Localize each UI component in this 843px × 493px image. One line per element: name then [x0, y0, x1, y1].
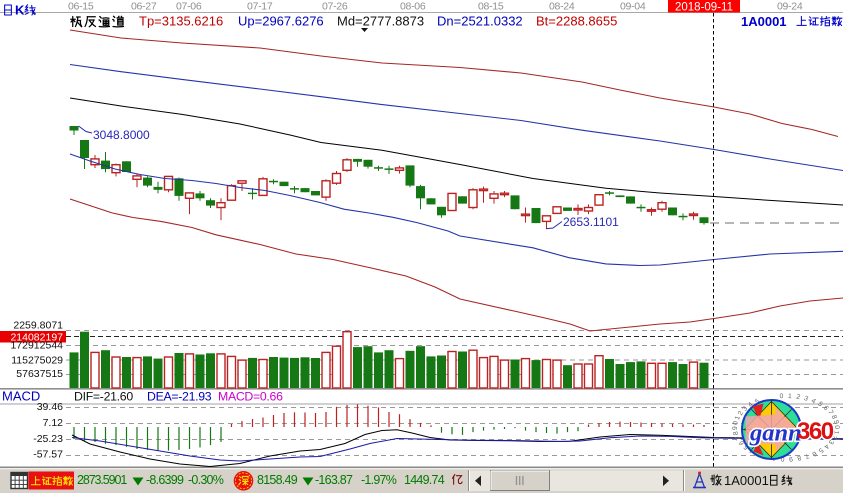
svg-text:08-15: 08-15 [478, 1, 504, 13]
svg-text:6: 6 [810, 449, 817, 457]
svg-text:2: 2 [737, 410, 745, 417]
svg-text:2018-09-11: 2018-09-11 [675, 2, 733, 14]
svg-text:3: 3 [803, 395, 809, 403]
svg-text:2: 2 [795, 394, 801, 402]
svg-text:1449.74: 1449.74 [404, 473, 445, 487]
svg-text:Tp=3135.6216: Tp=3135.6216 [139, 14, 223, 29]
svg-text:3048.8000: 3048.8000 [93, 128, 150, 142]
svg-text:2873.5901: 2873.5901 [77, 473, 127, 487]
svg-text:Dn=2521.0332: Dn=2521.0332 [437, 14, 523, 29]
svg-text:-8.6399: -8.6399 [146, 473, 184, 487]
svg-text:7.12: 7.12 [43, 417, 64, 429]
svg-text:8: 8 [796, 454, 802, 462]
svg-text:Bt=2288.8655: Bt=2288.8655 [536, 14, 617, 29]
svg-text:7: 7 [804, 452, 811, 460]
svg-text:6: 6 [738, 439, 746, 446]
svg-text:gann: gann [749, 420, 802, 447]
svg-text:DIF=-21.60: DIF=-21.60 [74, 390, 133, 404]
svg-text:1: 1 [788, 393, 792, 400]
svg-text:5: 5 [817, 446, 825, 454]
svg-text:360: 360 [797, 418, 834, 445]
svg-text:MACD: MACD [2, 389, 40, 404]
svg-text:39.46: 39.46 [37, 401, 63, 413]
svg-text:07-17: 07-17 [247, 1, 273, 13]
svg-text:1: 1 [734, 415, 742, 421]
svg-text:9: 9 [732, 426, 739, 430]
svg-text:57637515: 57637515 [16, 368, 63, 380]
svg-text:4: 4 [822, 443, 830, 450]
svg-text:0: 0 [732, 420, 739, 425]
svg-text:07-06: 07-06 [176, 1, 202, 13]
svg-text:06-15: 06-15 [68, 1, 94, 13]
svg-text:7: 7 [735, 435, 743, 441]
svg-text:2259.8071: 2259.8071 [13, 320, 63, 332]
svg-text:8: 8 [732, 430, 740, 435]
svg-text:4: 4 [810, 397, 817, 405]
svg-text:09-24: 09-24 [777, 1, 803, 13]
svg-text:08-06: 08-06 [400, 1, 426, 13]
svg-text:5: 5 [754, 398, 761, 406]
svg-text:115275029: 115275029 [11, 355, 63, 367]
svg-text:8: 8 [830, 414, 838, 420]
svg-text:2653.1101: 2653.1101 [563, 215, 619, 229]
svg-text:1A0001: 1A0001 [741, 14, 787, 29]
svg-text:7: 7 [826, 409, 834, 416]
svg-text:1A0001: 1A0001 [724, 473, 769, 488]
svg-text:0: 0 [779, 393, 784, 400]
svg-text:06-27: 06-27 [131, 1, 157, 13]
svg-text:3: 3 [742, 405, 750, 412]
svg-text:8158.49: 8158.49 [257, 473, 298, 487]
svg-text:6: 6 [822, 405, 830, 412]
svg-text:360: 360 [797, 418, 834, 445]
svg-text:-57.57: -57.57 [33, 449, 63, 461]
svg-text:0: 0 [833, 425, 840, 429]
svg-text:9: 9 [832, 420, 840, 425]
svg-text:-1.97%: -1.97% [361, 473, 397, 487]
svg-text:3: 3 [827, 439, 835, 446]
svg-text:4: 4 [747, 401, 755, 409]
svg-text:Md=2777.8873: Md=2777.8873 [337, 14, 424, 29]
svg-text:172912544: 172912544 [10, 340, 63, 352]
svg-text:gann: gann [749, 420, 802, 447]
svg-text:-0.30%: -0.30% [188, 473, 224, 487]
svg-text:Up=2967.6276: Up=2967.6276 [238, 14, 324, 29]
svg-text:5: 5 [816, 401, 824, 409]
svg-text:1: 1 [832, 430, 840, 435]
svg-text:0: 0 [780, 455, 784, 462]
svg-text:9: 9 [788, 455, 793, 462]
svg-text:214082197: 214082197 [10, 332, 63, 344]
svg-text:09-04: 09-04 [620, 1, 646, 13]
svg-text:08-24: 08-24 [549, 1, 575, 13]
svg-text:DEA=-21.93: DEA=-21.93 [147, 390, 212, 404]
svg-text:MACD=0.66: MACD=0.66 [218, 390, 283, 404]
svg-text:2: 2 [830, 434, 838, 440]
svg-text:-163.87: -163.87 [315, 473, 353, 487]
svg-text:-25.23: -25.23 [33, 433, 63, 445]
svg-text:K: K [15, 3, 25, 18]
svg-text:07-26: 07-26 [322, 1, 348, 13]
